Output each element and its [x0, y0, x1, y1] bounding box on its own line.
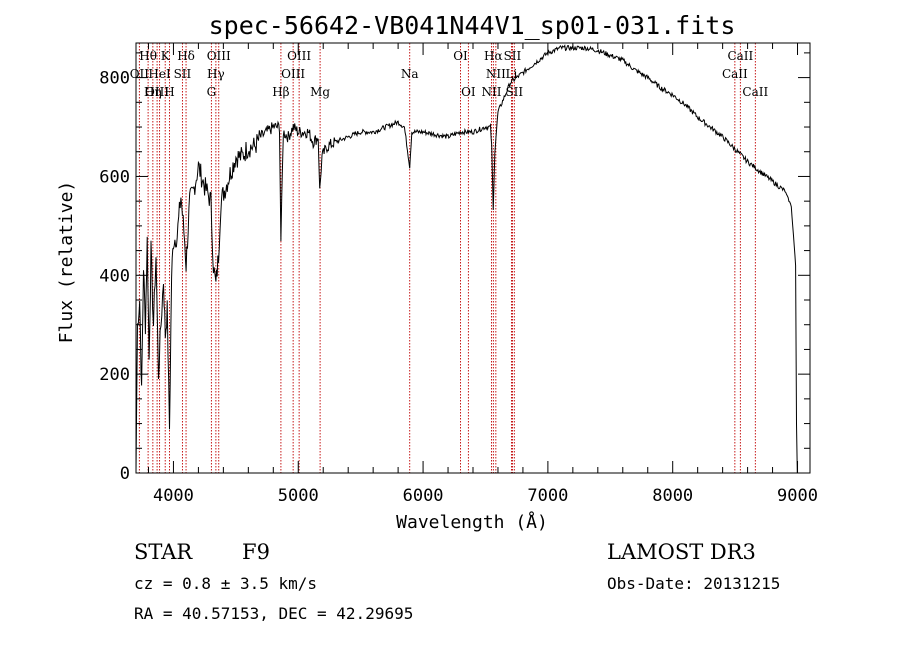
- y-tick-label: 0: [120, 464, 130, 484]
- line-marker-label: CaII: [742, 85, 768, 99]
- y-axis-ticks: 0 200 400 600 800: [99, 52, 810, 484]
- line-marker-label: OI: [461, 85, 476, 99]
- line-marker-label: CaII: [722, 67, 748, 81]
- survey-name: LAMOST DR3: [607, 540, 756, 564]
- line-marker-label: Hγ: [207, 67, 225, 81]
- x-tick-label: 9000: [777, 486, 818, 506]
- y-tick-label: 800: [99, 69, 130, 89]
- redshift-readout: cz = 0.8 ± 3.5 km/s: [134, 574, 317, 593]
- x-tick-label: 7000: [527, 486, 568, 506]
- line-marker-label: Hη: [144, 85, 162, 99]
- line-marker-label: OII: [130, 67, 150, 81]
- line-marker-label: Hδ: [177, 49, 195, 63]
- plot-frame: [135, 42, 811, 474]
- line-marker-label: OIII: [207, 49, 231, 63]
- line-marker-label: SII: [505, 85, 523, 99]
- x-tick-label: 8000: [652, 486, 693, 506]
- chart-title: spec-56642-VB041N44V1_sp01-031.fits: [209, 11, 736, 40]
- line-marker-label: NII: [481, 85, 501, 99]
- y-tick-label: 400: [99, 266, 130, 286]
- line-marker-label: OI: [453, 49, 468, 63]
- coordinates-readout: RA = 40.57153, DEC = 42.29695: [134, 604, 413, 623]
- line-markers: [138, 43, 756, 473]
- line-marker-label: NII: [486, 67, 506, 81]
- line-marker-label: K: [161, 49, 171, 63]
- x-tick-label: 5000: [278, 486, 319, 506]
- line-marker-label: OIII: [287, 49, 311, 63]
- line-marker-labels: Hθ OII OIII K HeI Hη H Hδ SII OIII Hγ G Hβ OIII OIII Mg…: [130, 49, 769, 99]
- x-axis-ticks: 4000 5000 6000 7000 8000 9000: [147, 43, 818, 506]
- y-tick-label: 200: [99, 365, 130, 385]
- line-marker-label: CaII: [727, 49, 753, 63]
- y-tick-label: 600: [99, 167, 130, 187]
- obs-date: Obs-Date: 20131215: [607, 574, 780, 593]
- line-marker-label: SII: [174, 67, 192, 81]
- line-marker-label: Li: [506, 67, 518, 81]
- line-marker-label: HeI: [148, 67, 171, 81]
- line-marker-label: Hβ: [272, 85, 289, 99]
- spectrum-line: [135, 44, 798, 474]
- line-marker-label: SII: [504, 49, 522, 63]
- line-marker-label: Hα: [484, 49, 503, 63]
- x-tick-label: 4000: [153, 486, 194, 506]
- line-marker-label: Na: [401, 67, 419, 81]
- object-class: STAR: [134, 540, 193, 564]
- object-subclass: F9: [242, 540, 270, 564]
- x-tick-label: 6000: [403, 486, 444, 506]
- line-marker-label: H: [164, 85, 174, 99]
- line-marker-label: OIII: [281, 67, 305, 81]
- line-marker-label: Mg: [310, 85, 330, 99]
- line-marker-label: OIII: [145, 85, 169, 99]
- y-axis-label: Flux (relative): [56, 181, 77, 344]
- line-marker-label: G: [207, 85, 217, 99]
- x-axis-label: Wavelength (Å): [396, 511, 548, 533]
- line-marker-label: Hθ: [139, 49, 157, 63]
